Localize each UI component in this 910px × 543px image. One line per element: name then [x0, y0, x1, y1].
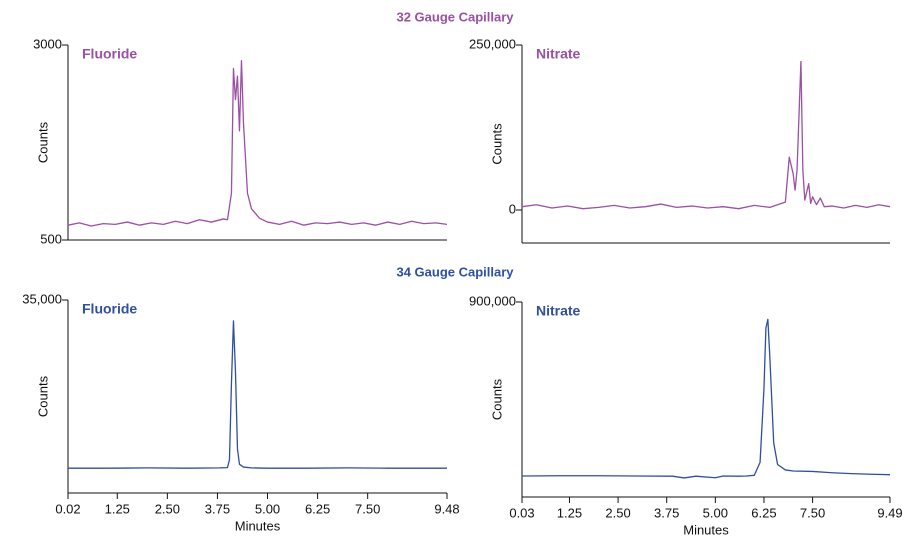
y-axis-label: Counts [35, 375, 50, 417]
section-heading: 34 Gauge Capillary [396, 264, 514, 279]
x-tick-label: 9.48 [434, 501, 459, 516]
x-tick-label: 3.75 [654, 505, 679, 520]
series-label: Nitrate [536, 46, 581, 62]
x-tick-label: 7.50 [355, 501, 380, 516]
data-line [67, 59, 448, 227]
x-tick-label: 6.25 [751, 505, 776, 520]
x-tick-label: 9.49 [877, 505, 902, 520]
y-tick-label: 900,000 [469, 293, 516, 308]
x-axis-label: Minutes [235, 518, 281, 533]
x-tick-label: 2.50 [605, 505, 630, 520]
y-tick-label: 250,000 [469, 36, 516, 51]
y-tick-label: 0 [509, 201, 516, 216]
x-tick-label: 6.25 [305, 501, 330, 516]
x-tick-label: 5.00 [703, 505, 728, 520]
section-heading: 32 Gauge Capillary [396, 9, 514, 24]
x-tick-label: 7.50 [800, 505, 825, 520]
x-tick-label: 0.02 [55, 501, 80, 516]
y-tick-label: 35,000 [22, 291, 62, 306]
series-label: Fluoride [82, 46, 137, 62]
x-tick-label: 1.25 [105, 501, 130, 516]
data-line [68, 320, 447, 469]
x-tick-label: 5.00 [255, 501, 280, 516]
x-tick-label: 3.75 [205, 501, 230, 516]
y-axis-label: Counts [489, 378, 504, 420]
data-line [521, 60, 891, 210]
y-axis-label: Counts [489, 123, 504, 165]
x-tick-label: 0.03 [509, 505, 534, 520]
y-axis-label: Counts [35, 121, 50, 163]
x-axis-label: Minutes [683, 522, 729, 537]
y-tick-label: 3000 [33, 36, 62, 51]
x-tick-label: 2.50 [155, 501, 180, 516]
x-tick-label: 1.25 [557, 505, 582, 520]
series-label: Fluoride [82, 301, 137, 317]
y-tick-label: 500 [40, 231, 62, 246]
series-label: Nitrate [536, 303, 581, 319]
data-line [521, 318, 891, 479]
